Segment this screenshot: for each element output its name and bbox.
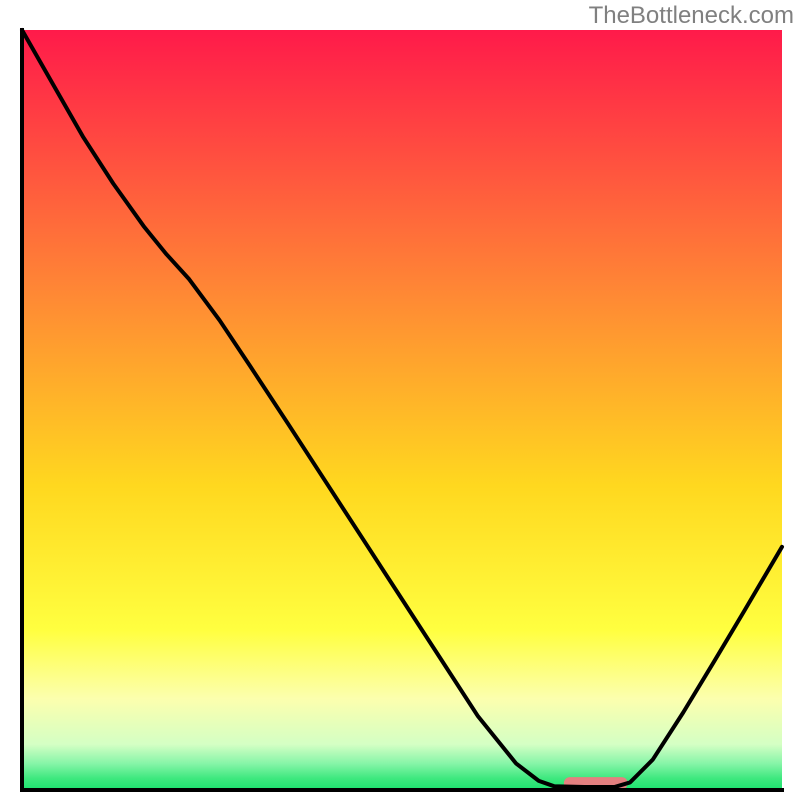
plot-background [22,30,782,790]
chart-svg [0,0,800,800]
watermark-text: TheBottleneck.com [589,2,794,30]
chart-container: TheBottleneck.com [0,0,800,800]
